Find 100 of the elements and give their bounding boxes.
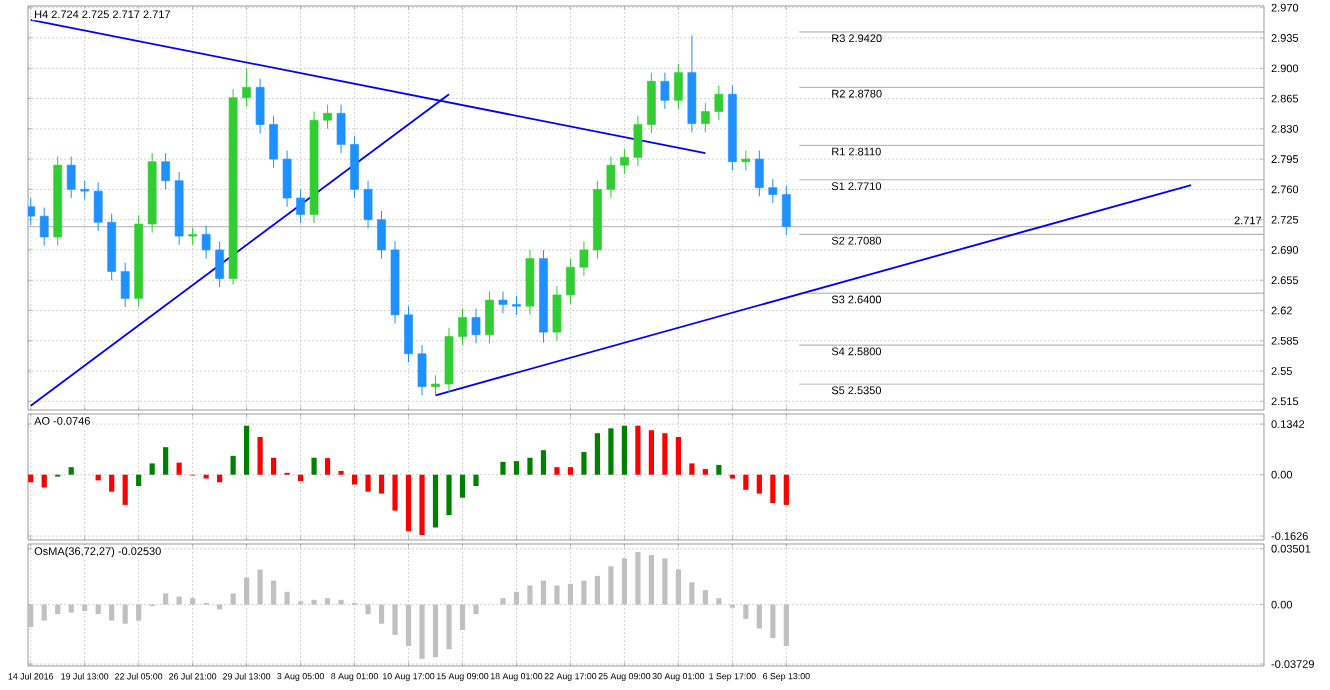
candlestick bbox=[404, 305, 413, 363]
bar bbox=[662, 433, 668, 475]
bar bbox=[311, 457, 317, 475]
bar bbox=[378, 474, 385, 494]
bar bbox=[473, 604, 479, 615]
bar bbox=[122, 474, 128, 505]
candlestick bbox=[660, 72, 670, 110]
bar bbox=[68, 467, 74, 475]
candlestick bbox=[552, 285, 562, 342]
bar bbox=[581, 452, 587, 475]
bar bbox=[689, 463, 695, 475]
candlestick bbox=[674, 63, 683, 110]
candlestick bbox=[485, 290, 494, 344]
bar bbox=[244, 425, 250, 475]
bar bbox=[311, 599, 317, 605]
candlestick bbox=[647, 72, 656, 134]
bar bbox=[95, 604, 101, 615]
bar bbox=[783, 474, 789, 505]
candlestick bbox=[377, 210, 386, 260]
bar bbox=[567, 583, 574, 605]
bar bbox=[540, 450, 547, 475]
bar bbox=[743, 604, 749, 619]
candlestick bbox=[417, 344, 427, 396]
bar bbox=[621, 558, 628, 605]
bar bbox=[743, 474, 749, 490]
bar bbox=[554, 467, 560, 475]
bar bbox=[513, 461, 520, 475]
bar bbox=[82, 604, 88, 611]
bar bbox=[365, 474, 371, 492]
bar bbox=[594, 433, 601, 475]
bar bbox=[284, 591, 290, 605]
bar bbox=[149, 463, 155, 475]
bar bbox=[702, 469, 708, 475]
bar bbox=[122, 604, 128, 624]
bar bbox=[432, 474, 439, 528]
candlestick bbox=[215, 240, 224, 288]
bar bbox=[230, 455, 236, 475]
bar bbox=[41, 474, 47, 488]
bar bbox=[136, 474, 142, 487]
candlestick bbox=[768, 178, 778, 204]
bar bbox=[338, 599, 344, 605]
candlestick bbox=[39, 207, 49, 247]
candlestick bbox=[714, 85, 724, 121]
bar bbox=[176, 596, 182, 605]
candlestick bbox=[431, 374, 440, 396]
bar bbox=[297, 474, 304, 482]
candlestick bbox=[93, 181, 103, 232]
bar bbox=[419, 474, 425, 536]
bar bbox=[230, 593, 236, 605]
bar bbox=[770, 474, 776, 504]
bar bbox=[756, 474, 762, 494]
bar bbox=[770, 604, 776, 639]
candlestick bbox=[444, 327, 454, 394]
candlestick bbox=[471, 308, 481, 344]
bar bbox=[163, 447, 169, 475]
bar bbox=[716, 464, 722, 475]
candlestick bbox=[296, 188, 305, 224]
candlestick bbox=[781, 185, 791, 236]
candlestick bbox=[701, 102, 710, 133]
bar bbox=[365, 604, 371, 615]
candlestick bbox=[363, 180, 373, 229]
candlestick bbox=[336, 104, 346, 154]
bar bbox=[446, 604, 452, 650]
candlestick bbox=[269, 115, 278, 169]
bar bbox=[244, 577, 250, 605]
bar bbox=[419, 604, 425, 659]
candlestick bbox=[633, 115, 643, 167]
candlestick bbox=[255, 78, 265, 134]
bar bbox=[257, 436, 263, 475]
candlestick bbox=[606, 156, 616, 199]
bar bbox=[459, 474, 466, 498]
bar bbox=[392, 474, 398, 511]
candlestick bbox=[498, 290, 508, 314]
candlestick bbox=[66, 156, 76, 199]
bar bbox=[648, 555, 654, 605]
candlestick bbox=[282, 149, 292, 208]
bar bbox=[55, 604, 61, 615]
bar bbox=[594, 575, 601, 605]
candlestick bbox=[741, 149, 751, 171]
bar bbox=[109, 604, 115, 621]
candlestick bbox=[80, 180, 90, 201]
bar bbox=[257, 569, 263, 605]
bar bbox=[432, 604, 439, 658]
bar bbox=[540, 580, 547, 605]
bar bbox=[513, 591, 520, 605]
candlestick bbox=[350, 135, 359, 199]
bar bbox=[109, 474, 115, 492]
bar bbox=[500, 598, 506, 605]
bar bbox=[136, 604, 142, 621]
bar bbox=[581, 580, 587, 605]
bar bbox=[324, 598, 331, 605]
bar bbox=[68, 604, 74, 613]
bar bbox=[527, 585, 533, 605]
candlestick bbox=[620, 148, 629, 175]
bar bbox=[405, 474, 412, 532]
candlestick bbox=[512, 295, 521, 316]
bar bbox=[324, 458, 331, 475]
candlestick bbox=[120, 262, 130, 308]
bar bbox=[351, 474, 358, 485]
bar bbox=[648, 430, 654, 475]
